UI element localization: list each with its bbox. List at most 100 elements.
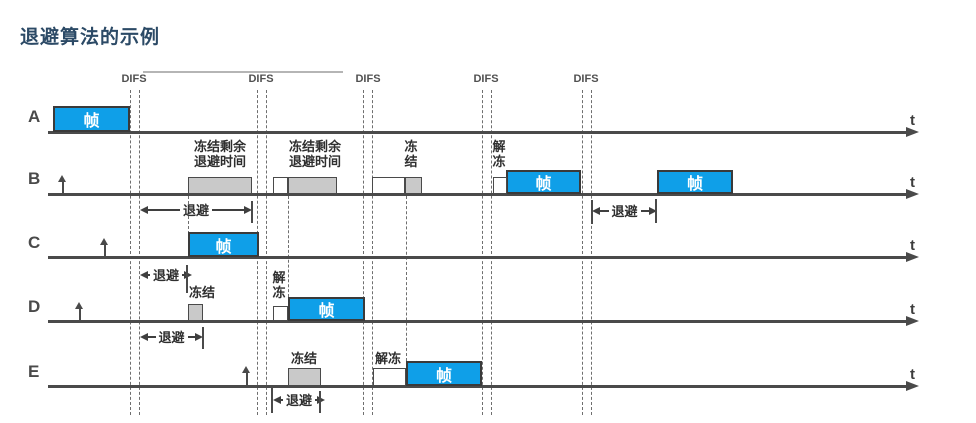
arrow-head-left-icon: [140, 333, 148, 341]
backoff-arrow-e: 退避: [273, 392, 326, 408]
difs-label-3: DIFS: [355, 73, 381, 85]
timeline-b: [48, 189, 919, 199]
arrow-shaft: [78, 308, 81, 321]
resume-box-b4: [493, 177, 507, 194]
backoff-arrow-c: 退避: [140, 267, 193, 283]
frame-label: 帧: [318, 303, 335, 320]
frame-label: 帧: [535, 176, 552, 193]
arrow-head-icon: [58, 175, 66, 182]
row-label-d: D: [28, 297, 41, 316]
arrow-line: [640, 210, 650, 212]
frame-label: 帧: [215, 238, 232, 256]
difs-dashed-line: [372, 90, 373, 415]
frame-label: 帧: [83, 113, 100, 130]
arrow-head-left-icon: [592, 207, 600, 215]
resume-box-b2: [273, 177, 288, 194]
frozen-remaining-label-1: 冻结剩余退避时间: [193, 139, 246, 169]
arrow-line: [148, 209, 180, 211]
row-label-e: E: [28, 362, 40, 381]
frame-label: 帧: [686, 176, 703, 193]
backoff-end-tick: [591, 200, 593, 224]
arrow-head-right-icon: [317, 396, 326, 404]
backoff-end-tick: [186, 265, 188, 293]
arrow-line: [182, 274, 185, 276]
arrow-head-left-icon: [140, 206, 148, 214]
unfreeze-label-d: 解冻: [272, 270, 286, 300]
unfreeze-label-b: 解冻: [492, 139, 506, 169]
timeline-e: [48, 381, 919, 391]
frozen-box-e: [288, 368, 321, 386]
timeline-d: [48, 316, 919, 326]
arrival-arrow-e: [242, 366, 251, 385]
difs-dashed-line: [482, 90, 483, 415]
arrow-shaft: [61, 181, 64, 194]
backoff-arrow-b1: 退避: [140, 202, 253, 218]
arrow-head-right-icon: [184, 271, 193, 279]
time-axis-label-a: t: [910, 112, 915, 129]
time-axis-label-c: t: [910, 237, 915, 254]
difs-dashed-line: [582, 90, 583, 415]
arrow-line: [212, 209, 245, 211]
frozen-box-d: [188, 304, 203, 321]
difs-dashed-line: [491, 90, 492, 415]
frozen-box-b1: [188, 177, 252, 194]
arrival-arrow-c: [100, 238, 109, 257]
unfreeze-label-e: 解冻: [375, 351, 402, 366]
arrow-line: [315, 399, 318, 401]
difs-dashed-line: [266, 90, 267, 415]
arrow-head-icon: [75, 302, 83, 309]
difs-dashed-line: [139, 90, 140, 415]
difs-label-5: DIFS: [573, 73, 599, 85]
frozen-remaining-label-2: 冻结剩余退避时间: [288, 139, 341, 169]
align-dashed-line: [406, 196, 407, 361]
arrow-head-left-icon: [273, 396, 281, 404]
backoff-end-tick: [271, 387, 273, 413]
arrow-head-left-icon: [140, 271, 148, 279]
frame-label: 帧: [435, 367, 452, 385]
arrow-line: [148, 274, 150, 276]
arrow-shaft: [103, 244, 106, 257]
arrow-shaft: [245, 372, 248, 385]
align-dashed-line: [188, 196, 189, 234]
difs-label-4: DIFS: [473, 73, 499, 85]
frame-box-b2: 帧: [657, 170, 733, 194]
backoff-arrow-d: 退避: [140, 329, 204, 345]
resume-box-d: [273, 306, 288, 321]
arrow-head-right-icon: [244, 206, 253, 214]
frame-box-d: 帧: [288, 297, 365, 321]
arrow-head-right-icon: [649, 207, 658, 215]
arrival-arrow-b: [58, 175, 67, 194]
backoff-end-tick: [202, 327, 204, 349]
resume-box-e: [373, 368, 406, 386]
arrow-head-right-icon: [195, 333, 204, 341]
frame-box-e: 帧: [406, 361, 482, 386]
page-title: 退避算法的示例: [20, 27, 161, 48]
difs-label-2: DIFS: [248, 73, 274, 85]
arrow-line: [187, 336, 196, 338]
row-label-b: B: [28, 169, 41, 188]
frame-box-c: 帧: [188, 232, 259, 257]
difs-dashed-line: [591, 90, 592, 415]
arrow-head-icon: [242, 366, 250, 373]
time-axis-label-b: t: [910, 174, 915, 191]
backoff-label: 退避: [183, 202, 210, 218]
difs-dashed-line: [130, 90, 131, 415]
timeline-c: [48, 252, 919, 262]
arrival-arrow-d: [75, 302, 84, 321]
row-label-c: C: [28, 233, 41, 252]
row-label-a: A: [28, 107, 41, 126]
backoff-end-tick: [319, 391, 321, 413]
arrow-line: [148, 336, 156, 338]
arrow-head-icon: [100, 238, 108, 245]
difs-label-1: DIFS: [121, 73, 147, 85]
freeze-label-d: 冻结: [189, 285, 216, 300]
frame-box-a: 帧: [53, 106, 130, 132]
backoff-end-tick: [655, 199, 657, 223]
backoff-end-tick: [251, 201, 253, 223]
backoff-label: 退避: [611, 203, 638, 219]
stray-top-line: [143, 71, 343, 73]
align-dashed-line: [288, 196, 289, 297]
frame-box-b1: 帧: [506, 170, 581, 194]
arrow-line: [281, 399, 283, 401]
